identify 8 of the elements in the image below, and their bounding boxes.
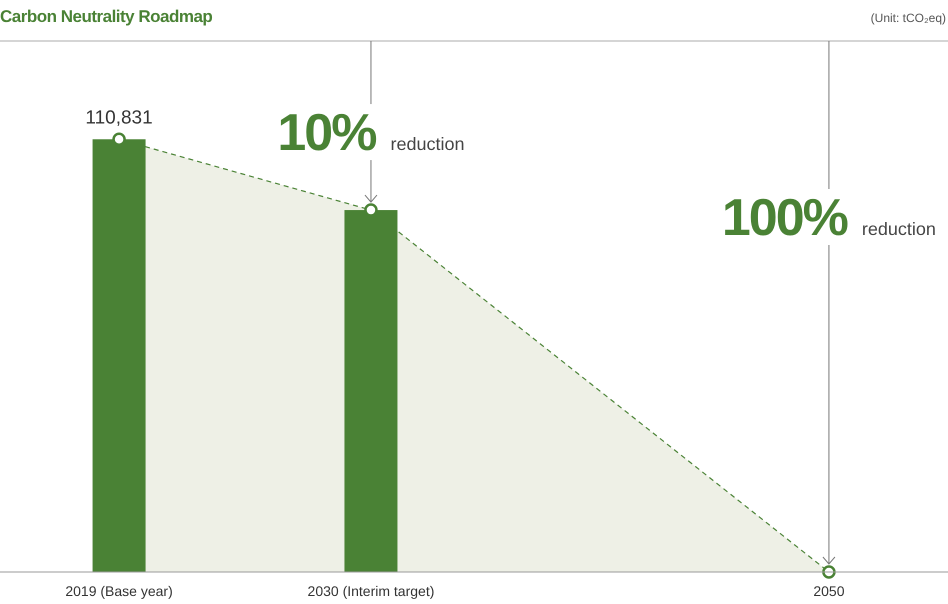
x-tick-label: 2050	[813, 583, 845, 599]
annotation: 100% reduction	[722, 189, 936, 247]
data-label: 110,831	[85, 107, 153, 128]
x-tick-label: 2019 (Base year)	[65, 583, 173, 599]
annotation: 10% reduction	[277, 104, 465, 162]
chart-subtitle: (Unit: tCO₂eq)	[870, 11, 946, 25]
x-tick-label: 2030 (Interim target)	[308, 583, 434, 599]
chart-title: Carbon Neutrality Roadmap	[0, 7, 212, 26]
